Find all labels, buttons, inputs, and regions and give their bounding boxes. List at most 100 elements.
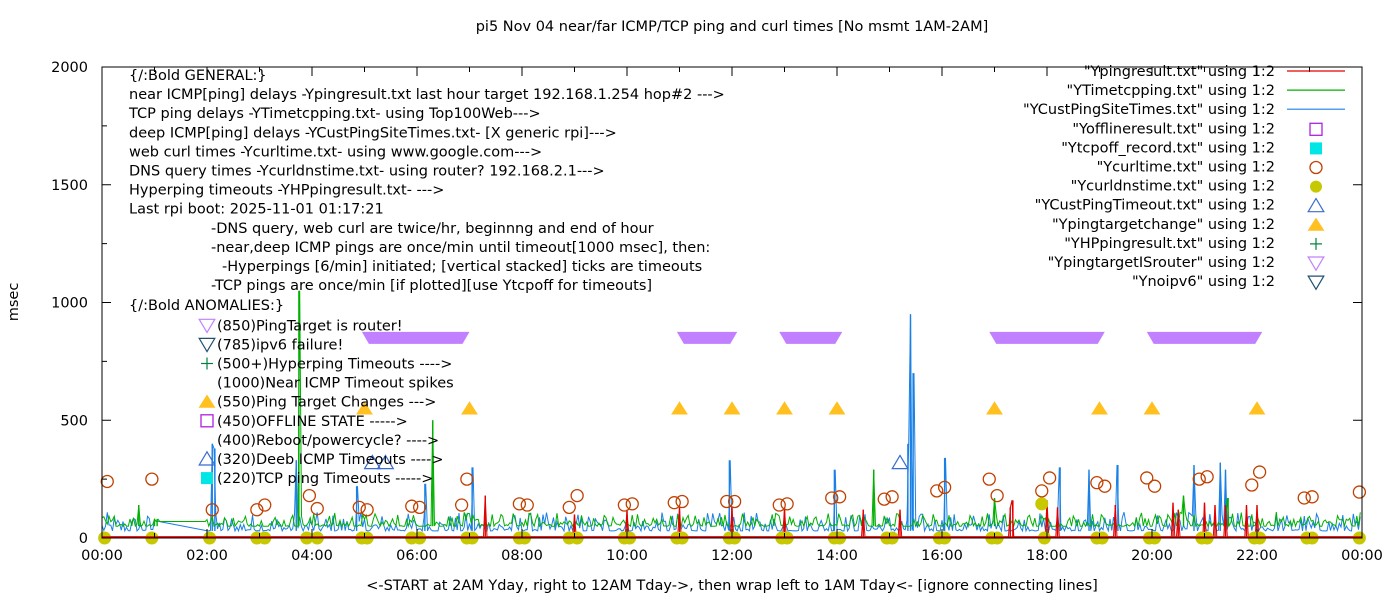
x-tick-label: 10:00	[606, 548, 648, 564]
x-tick-label: 18:00	[1026, 548, 1068, 564]
anomaly-marker	[200, 414, 214, 428]
point-Ycurltime	[562, 500, 576, 515]
point-Ycurltime	[877, 492, 891, 506]
point-Ypingtargetchange	[723, 401, 741, 415]
point-YCustPingTimeout	[891, 454, 909, 470]
anomaly-item: (450)OFFLINE STATE ----->	[217, 414, 408, 430]
legend-label: "Yofflineresult.txt" using 1:2	[1072, 121, 1275, 137]
legend-marker	[1309, 122, 1323, 136]
y-tick-label: 0	[79, 531, 88, 547]
point-Ycurltime	[1305, 490, 1319, 504]
point-Ycurltime	[1035, 484, 1049, 498]
general-line: web curl times -Ycurltime.txt- using www…	[129, 144, 542, 160]
y-tick-label: 1000	[51, 296, 88, 312]
annotations: {/:Bold GENERAL:} near ICMP[ping] delays …	[128, 68, 725, 487]
legend-label: "Ycurltime.txt" using 1:2	[1097, 160, 1275, 176]
legend-label: "YHPpingresult.txt" using 1:2	[1064, 236, 1275, 252]
point-Ycurltime	[520, 498, 534, 512]
anomaly-item: (320)Deeb ICMP Timeouts ---->	[217, 452, 444, 468]
legend-marker	[1310, 237, 1322, 250]
x-tick-label: 22:00	[1236, 548, 1278, 564]
x-axis-label: <-START at 2AM Yday, right to 12AM Tday-…	[366, 578, 1098, 594]
x-tick-label: 00:00	[1341, 548, 1383, 564]
note-line: -near,deep ICMP pings are once/min until…	[211, 240, 710, 256]
point-Ycurltime	[360, 503, 374, 517]
legend-label: "YTimetcpping.txt" using 1:2	[1067, 83, 1275, 99]
anomaly-item: (500+)Hyperping Timeouts ---->	[217, 357, 452, 373]
point-Ycurldnstime	[1035, 497, 1049, 511]
point-Ypingtargetchange	[1143, 401, 1161, 415]
x-tick-label: 12:00	[711, 548, 753, 564]
point-Ycurltime	[1147, 479, 1162, 493]
general-line: deep ICMP[ping] delays -YCustPingSiteTim…	[129, 125, 617, 141]
point-Ypingtargetchange	[1248, 401, 1266, 415]
point-Ycurltime	[310, 501, 324, 516]
legend-label: "Ycurldnstime.txt" using 1:2	[1071, 179, 1275, 195]
anomalies-header: {/:Bold ANOMALIES:}	[129, 298, 284, 314]
point-Ycurltime	[825, 491, 839, 505]
y-axis-label: msec	[6, 283, 22, 322]
point-Ycurltime	[145, 472, 159, 486]
x-tick-label: 20:00	[1131, 548, 1173, 564]
point-Ycurltime	[667, 496, 681, 510]
general-line: Last rpi boot: 2025-11-01 01:17:21	[129, 202, 384, 218]
point-Ycurltime	[460, 472, 474, 486]
series-YCustPingTimeout	[363, 454, 909, 470]
legend-label: "YCustPingSiteTimes.txt" using 1:2	[1023, 102, 1275, 118]
x-tick-label: 08:00	[501, 548, 543, 564]
x-tick-label: 06:00	[396, 548, 438, 564]
anomaly-item: (220)TCP ping Timeouts ----->	[217, 471, 433, 487]
point-Ycurltime	[405, 499, 419, 513]
point-Ycurltime	[1245, 478, 1259, 492]
anomaly-item: (550)Ping Target Changes --->	[217, 395, 436, 411]
point-Ycurltime	[772, 498, 786, 512]
point-Ypingtargetchange	[356, 401, 373, 415]
legend-marker	[1307, 275, 1325, 291]
legend-marker	[1309, 160, 1323, 175]
router-segment	[989, 331, 1105, 344]
x-tick-label: 04:00	[291, 548, 333, 564]
general-header: {/:Bold GENERAL:}	[129, 68, 267, 84]
point-Ycurltime	[1140, 471, 1154, 485]
anomaly-item: (1000)Near ICMP Timeout spikes	[217, 376, 454, 392]
point-Ycurltime	[454, 498, 469, 512]
point-Ycurltime	[1200, 470, 1214, 484]
point-Ypingtargetchange	[1091, 401, 1108, 415]
point-Ycurltime	[1352, 485, 1367, 499]
point-Ypingtargetchange	[776, 401, 793, 415]
legend-label: "Ypingtargetchange" using 1:2	[1052, 217, 1275, 233]
series-Ypingtargetchange	[356, 401, 1266, 415]
series-Ycurltime	[100, 465, 1367, 517]
point-YCustPingTimeout	[376, 454, 395, 470]
point-Ycurltime	[250, 503, 264, 517]
note-line: -Hyperpings [6/min] initiated; [vertical…	[222, 259, 702, 275]
legend-marker	[1310, 142, 1322, 155]
point-YCustPingTimeout	[363, 454, 382, 470]
point-Ycurltime	[982, 472, 996, 486]
legend-marker	[1307, 197, 1325, 213]
general-line: TCP ping delays -YTimetcpping.txt- using…	[128, 106, 541, 122]
point-Ypingtargetchange	[671, 401, 688, 415]
anomaly-marker	[198, 337, 216, 353]
point-Ycurltime	[512, 497, 527, 511]
axes-layer: 0 500 1000 1500 2000 00:00 02:00 04:00 06:00 08:0…	[51, 60, 1383, 564]
legend-label: "YpingtargetISrouter" using 1:2	[1048, 255, 1275, 271]
point-Ycurltime	[780, 497, 794, 511]
anomaly-item: (850)PingTarget is router!	[217, 318, 403, 334]
point-Ycurltime	[352, 500, 366, 515]
general-line: Hyperping timeouts -YHPpingresult.txt- -…	[129, 183, 444, 199]
x-tick-label: 02:00	[186, 548, 228, 564]
point-Ycurltime	[100, 474, 114, 489]
router-segment	[1146, 331, 1263, 344]
note-line: -TCP pings are once/min [if plotted][use…	[211, 278, 652, 294]
anomaly-item: (785)ipv6 failure!	[217, 337, 343, 353]
general-line: near ICMP[ping] delays -Ypingresult.txt …	[129, 87, 725, 103]
anomaly-marker	[198, 394, 216, 408]
point-Ypingtargetchange	[461, 401, 478, 415]
point-Ycurltime	[625, 497, 639, 511]
series-YCustPingSiteTimes	[101, 314, 1361, 533]
x-tick-label: 16:00	[921, 548, 963, 564]
line-YCustPingSiteTimes	[101, 314, 1361, 533]
anomaly-marker	[198, 450, 216, 466]
